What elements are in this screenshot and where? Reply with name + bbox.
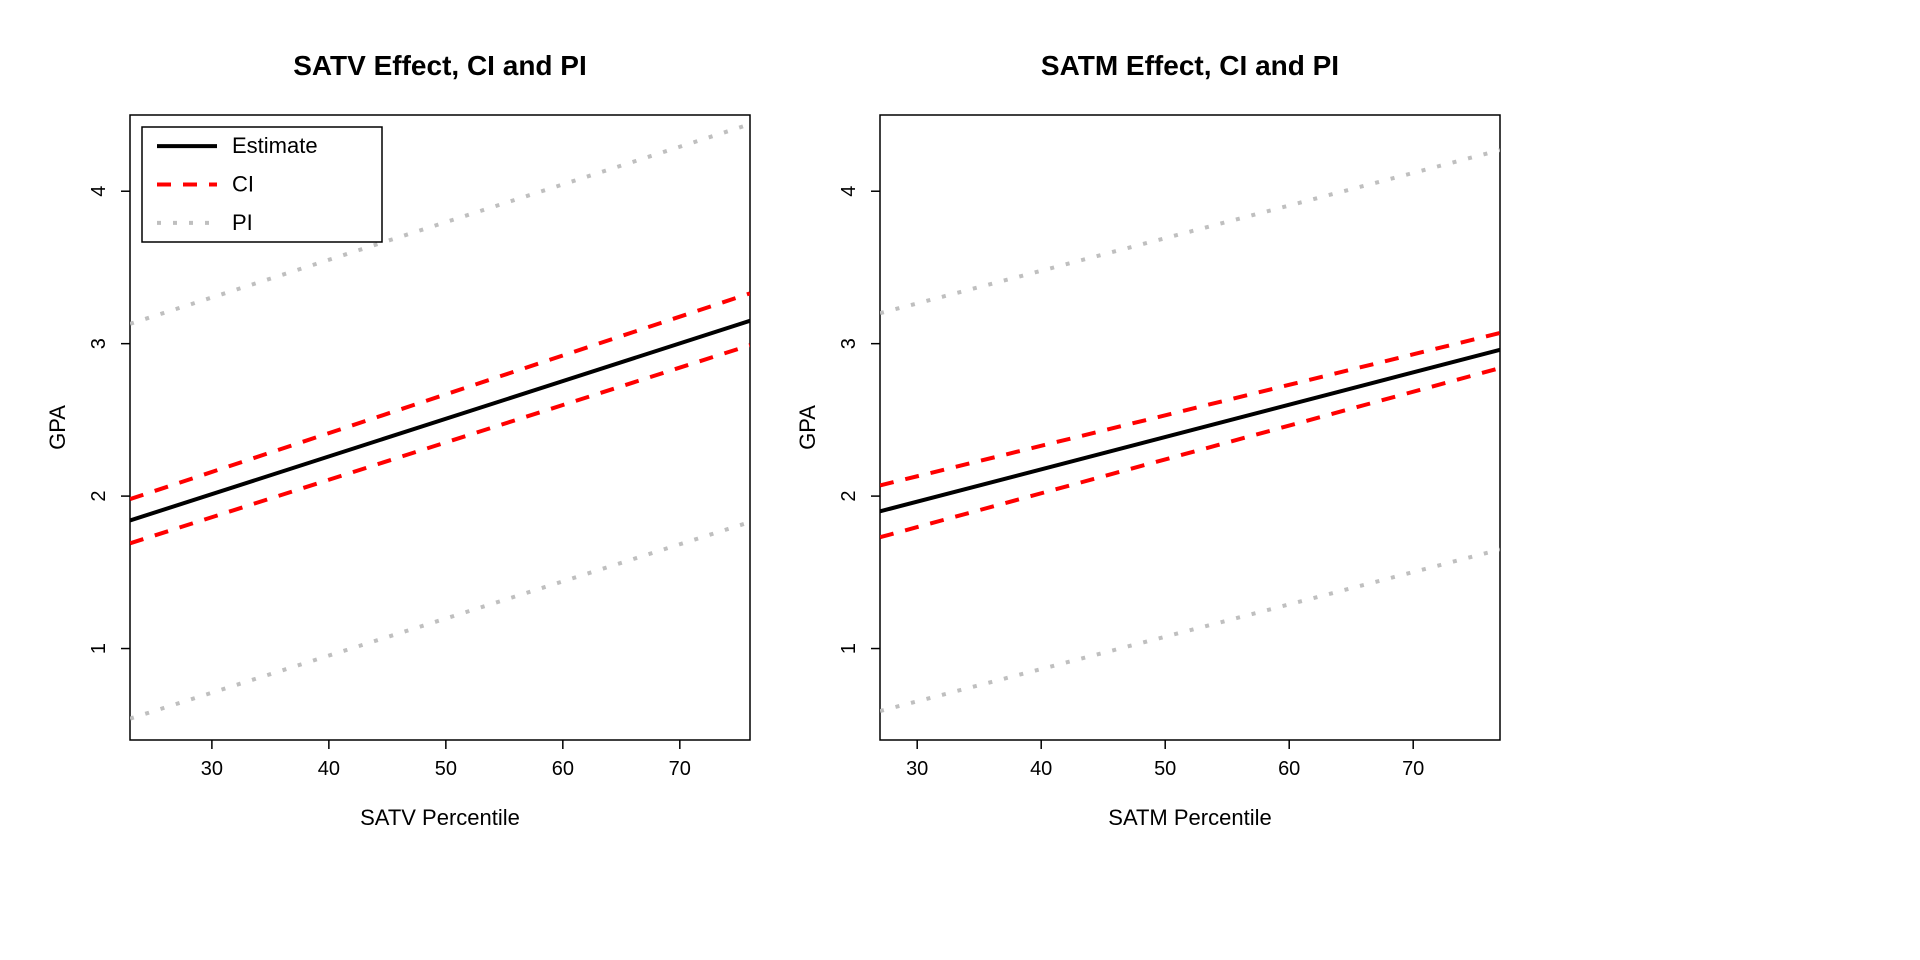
x-axis-label: SATM Percentile xyxy=(1108,805,1271,830)
y-tick-label: 4 xyxy=(88,186,110,197)
legend: Estimate CI PI xyxy=(142,127,382,242)
x-tick-label: 30 xyxy=(201,758,223,780)
x-tick-label: 70 xyxy=(669,758,691,780)
x-tick-label: 40 xyxy=(318,758,340,780)
y-tick-label: 3 xyxy=(88,338,110,349)
legend-label: PI xyxy=(232,210,253,235)
x-tick-label: 60 xyxy=(552,758,574,780)
y-tick-label: 4 xyxy=(838,186,860,197)
y-axis-label: GPA xyxy=(795,405,820,450)
x-tick-label: 50 xyxy=(435,758,457,780)
panel-title: SATV Effect, CI and PI xyxy=(293,50,587,81)
x-axis-label: SATV Percentile xyxy=(360,805,520,830)
x-tick-label: 70 xyxy=(1402,758,1424,780)
legend-label: CI xyxy=(232,172,254,197)
y-tick-label: 1 xyxy=(88,643,110,654)
y-tick-label: 2 xyxy=(88,491,110,502)
y-tick-label: 2 xyxy=(838,491,860,502)
panel-title: SATM Effect, CI and PI xyxy=(1041,50,1339,81)
x-tick-label: 40 xyxy=(1030,758,1052,780)
x-tick-label: 30 xyxy=(906,758,928,780)
chart-svg: 30 40 50 60 70 1 2 3 4 SATV Effect, CI and PI SATV… xyxy=(0,0,1920,960)
y-axis-label: GPA xyxy=(45,405,70,450)
figure-container: 30 40 50 60 70 1 2 3 4 SATV Effect, CI and PI SATV… xyxy=(0,0,1920,960)
y-tick-label: 3 xyxy=(838,338,860,349)
x-tick-label: 60 xyxy=(1278,758,1300,780)
x-tick-label: 50 xyxy=(1154,758,1176,780)
y-tick-label: 1 xyxy=(838,643,860,654)
legend-label: Estimate xyxy=(232,133,318,158)
